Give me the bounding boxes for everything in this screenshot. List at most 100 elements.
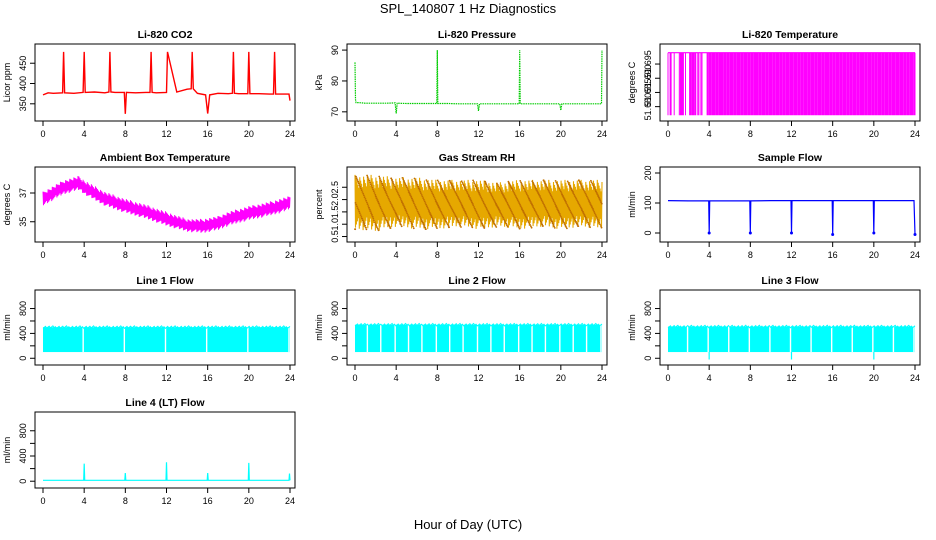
rh-point <box>578 203 581 206</box>
rh-point <box>471 203 474 205</box>
rh-point <box>554 180 557 182</box>
rh-point <box>570 187 573 190</box>
rh-point <box>395 212 397 215</box>
rh-point <box>411 199 414 202</box>
series-band <box>354 174 603 231</box>
rh-point <box>516 199 519 202</box>
rh-point <box>596 218 599 221</box>
rh-point <box>599 225 602 227</box>
rh-point <box>571 189 573 192</box>
rh-point <box>525 216 528 219</box>
x-tick-label: 4 <box>707 373 712 383</box>
rh-point <box>421 220 424 223</box>
rh-point <box>495 204 498 207</box>
x-tick-label: 20 <box>244 129 254 139</box>
rh-point <box>379 179 382 182</box>
rh-point <box>396 190 398 193</box>
rh-point <box>359 185 362 188</box>
x-tick-label: 24 <box>597 250 607 260</box>
rh-point <box>513 192 515 194</box>
rh-point <box>386 194 388 197</box>
rh-point <box>526 193 528 196</box>
rh-point <box>374 193 377 196</box>
rh-point <box>538 193 540 196</box>
rh-point <box>472 181 475 183</box>
rh-point <box>451 208 454 211</box>
flow-band <box>355 324 602 353</box>
rh-point <box>557 209 560 212</box>
rh-point <box>438 207 441 210</box>
rh-point <box>521 208 524 211</box>
y-tick-label: 51.695 <box>643 50 653 78</box>
rh-point <box>554 203 557 206</box>
rh-point <box>380 209 383 211</box>
rh-point <box>559 214 562 217</box>
rh-point <box>551 220 553 223</box>
rh-point <box>497 185 500 188</box>
rh-point <box>366 174 368 177</box>
rh-point <box>488 189 491 192</box>
x-tick-label: 16 <box>203 373 213 383</box>
rh-point <box>424 202 427 204</box>
plot-frame <box>346 43 608 122</box>
rh-point <box>529 199 531 202</box>
rh-point <box>579 206 582 209</box>
rh-point <box>407 215 410 218</box>
x-tick-label: 4 <box>394 129 399 139</box>
rh-point <box>466 192 469 195</box>
series-line <box>43 462 291 481</box>
rh-point <box>532 206 535 209</box>
rh-point <box>535 187 537 190</box>
rh-point <box>494 224 497 227</box>
rh-point <box>590 181 593 184</box>
rh-point <box>490 216 493 219</box>
rh-point <box>520 181 522 184</box>
rh-point <box>408 191 410 194</box>
rh-point <box>576 199 578 202</box>
x-tick-label: 4 <box>82 250 87 260</box>
rh-point <box>459 201 462 204</box>
rh-point <box>528 197 530 200</box>
rh-point <box>441 213 444 216</box>
rh-point <box>398 194 401 197</box>
plot-frame <box>659 289 921 366</box>
rh-point <box>461 204 464 207</box>
y-tick-label: 51.685 <box>643 79 653 107</box>
rh-point <box>356 179 359 181</box>
rh-point <box>370 212 373 215</box>
plot-frame <box>659 166 921 243</box>
y-tick-label: 1.5 <box>330 206 340 219</box>
rh-point <box>455 193 458 195</box>
rh-point <box>429 187 431 190</box>
rh-point <box>467 218 470 221</box>
rh-point <box>498 208 500 211</box>
x-tick-label: 8 <box>123 129 128 139</box>
rh-point <box>574 219 577 222</box>
rh-point <box>424 226 426 229</box>
rh-point <box>543 205 546 208</box>
figure-xlabel: Hour of Day (UTC) <box>413 517 523 532</box>
x-tick-label: 20 <box>244 250 254 260</box>
rh-point <box>531 203 533 206</box>
rh-point <box>485 182 487 185</box>
rh-point <box>560 216 562 218</box>
rh-point <box>432 195 435 198</box>
rh-point <box>540 222 543 224</box>
rh-point <box>510 210 513 213</box>
rh-point <box>446 222 448 224</box>
rh-point <box>401 201 404 204</box>
rh-point <box>564 224 567 227</box>
rh-point <box>510 209 512 212</box>
rh-point <box>524 214 527 216</box>
rh-point <box>498 209 501 212</box>
rh-point <box>589 203 592 206</box>
rh-point <box>460 203 463 206</box>
rh-point <box>561 218 564 221</box>
rh-point <box>475 185 477 188</box>
rh-point <box>555 181 558 184</box>
rh-point <box>388 224 390 227</box>
rh-point <box>585 194 588 196</box>
x-tick-label: 0 <box>352 250 357 260</box>
rh-point <box>581 186 584 189</box>
rh-point <box>499 211 502 214</box>
